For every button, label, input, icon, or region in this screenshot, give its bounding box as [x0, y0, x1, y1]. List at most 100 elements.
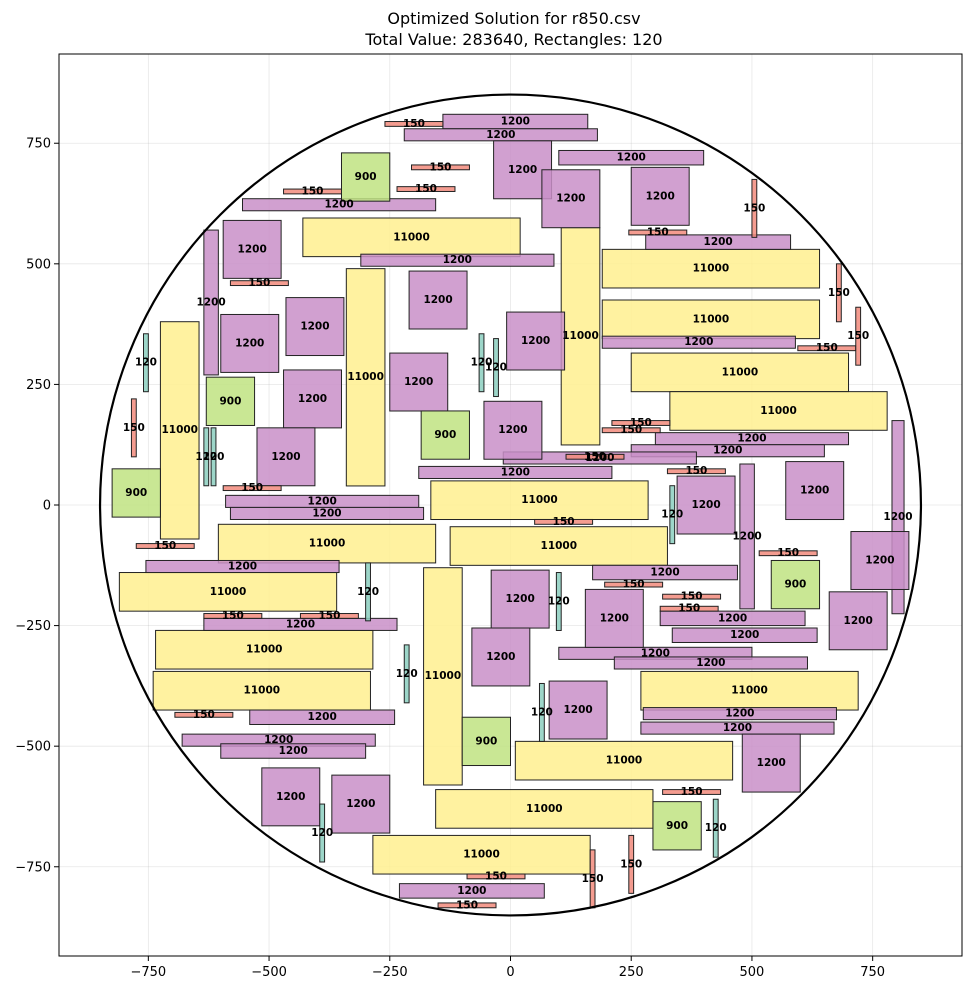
x-tick-label-5: 500	[740, 965, 765, 980]
rect-label-86: 150	[620, 424, 642, 436]
rect-150-99	[662, 789, 722, 795]
rect-1200-66	[471, 627, 531, 687]
rect-label-61: 1200	[800, 485, 829, 497]
rect-label-50: 1200	[646, 190, 675, 202]
rect-label-40: 1200	[725, 708, 754, 720]
rect-label-82: 150	[248, 277, 270, 289]
rect-120-109	[478, 333, 485, 393]
rect-label-48: 1200	[508, 164, 537, 176]
rect-label-8: 11000	[521, 494, 558, 506]
rect-label-74: 900	[125, 487, 147, 499]
rect-150-81	[396, 186, 456, 192]
rect-150-102	[751, 178, 758, 238]
rect-1200-49	[541, 169, 601, 229]
rect-150-87	[565, 453, 625, 460]
x-tick-label-3: 0	[506, 965, 514, 980]
rect-label-3: 11000	[722, 366, 759, 378]
rect-1200-35	[671, 627, 818, 643]
rect-11000-14	[423, 567, 463, 786]
rect-label-64: 1200	[600, 612, 629, 624]
rect-label-108: 120	[135, 357, 157, 369]
y-tick-label-3: 0	[43, 499, 51, 514]
rect-label-85: 150	[630, 417, 652, 429]
rect-900-72	[205, 376, 256, 426]
rect-1200-52	[408, 270, 468, 330]
rect-label-60: 1200	[691, 499, 720, 511]
rect-1200-68	[741, 733, 801, 793]
rect-label-117: 120	[531, 706, 553, 718]
rect-label-71: 900	[355, 171, 377, 183]
rect-1200-46	[739, 463, 755, 610]
rect-label-109: 120	[471, 357, 493, 369]
rect-1200-29	[418, 465, 613, 479]
rect-label-103: 150	[828, 287, 850, 299]
rect-1200-24	[645, 234, 792, 250]
rect-1200-61	[785, 461, 845, 521]
axis-ticks: −750 −500 −250 0 250 500 750 −750 −500 −250 0 250 50…	[15, 137, 885, 980]
rect-120-113	[669, 485, 676, 545]
rect-label-47: 1200	[883, 511, 912, 523]
rect-11000-17	[435, 789, 654, 829]
rect-label-78: 150	[403, 118, 425, 130]
rect-900-71	[340, 152, 391, 202]
rect-11000-11	[118, 572, 338, 612]
rect-label-93: 150	[623, 579, 645, 591]
rect-150-104	[855, 306, 862, 366]
rect-900-73	[420, 410, 470, 460]
rect-label-73: 900	[434, 429, 456, 441]
rect-900-75	[770, 559, 821, 610]
rect-label-17: 11000	[526, 803, 563, 815]
rect-label-81: 150	[415, 183, 437, 195]
rect-label-35: 1200	[730, 629, 759, 641]
rect-label-62: 1200	[865, 554, 894, 566]
rect-label-87: 150	[584, 451, 606, 463]
rect-label-67: 1200	[563, 704, 592, 716]
rect-150-89	[222, 485, 282, 492]
rect-label-24: 1200	[704, 236, 733, 248]
rect-label-65: 1200	[844, 615, 873, 627]
rect-label-77: 900	[666, 820, 688, 832]
rect-11000-6	[560, 227, 601, 446]
rect-label-110: 120	[485, 362, 507, 374]
rect-label-42: 1200	[264, 734, 293, 746]
rect-label-26: 1200	[737, 433, 766, 445]
rect-label-90: 150	[553, 516, 575, 528]
chart-title-line-2: Total Value: 283640, Rectangles: 120	[364, 30, 662, 49]
rect-label-118: 120	[311, 827, 333, 839]
rect-label-58: 1200	[498, 424, 527, 436]
rect-150-85	[611, 420, 671, 426]
rect-label-23: 1200	[443, 254, 472, 266]
rect-label-20: 1200	[486, 129, 515, 141]
rect-11000-10	[449, 526, 668, 566]
rect-150-105	[130, 398, 137, 458]
rect-label-6: 11000	[562, 330, 599, 342]
rect-label-21: 1200	[617, 152, 646, 164]
rect-label-92: 150	[777, 547, 799, 559]
rect-150-94	[662, 593, 722, 600]
rect-900-74	[111, 468, 161, 518]
rect-1200-25	[601, 335, 796, 349]
rect-label-100: 150	[485, 870, 507, 882]
rect-150-97	[299, 613, 359, 619]
rect-11000-4	[669, 391, 888, 431]
rect-label-39: 1200	[308, 711, 337, 723]
rect-label-51: 1200	[238, 243, 267, 255]
rect-label-37: 1200	[641, 647, 670, 659]
rect-1200-51	[222, 219, 282, 279]
rect-150-95	[659, 605, 719, 612]
rect-120-119	[712, 798, 719, 858]
rect-11000-16	[514, 740, 734, 781]
rect-label-52: 1200	[423, 294, 452, 306]
boundary-circle	[98, 93, 923, 917]
rect-label-68: 1200	[757, 757, 786, 769]
rect-label-13: 11000	[244, 685, 281, 697]
rect-150-79	[411, 164, 470, 171]
rect-1200-59	[256, 427, 316, 487]
rect-150-101	[437, 902, 497, 909]
rect-1200-31	[229, 506, 425, 520]
rect-1200-44	[398, 883, 545, 899]
rect-label-11: 11000	[210, 586, 247, 598]
rect-11000-5	[345, 268, 386, 487]
rect-label-44: 1200	[457, 885, 486, 897]
